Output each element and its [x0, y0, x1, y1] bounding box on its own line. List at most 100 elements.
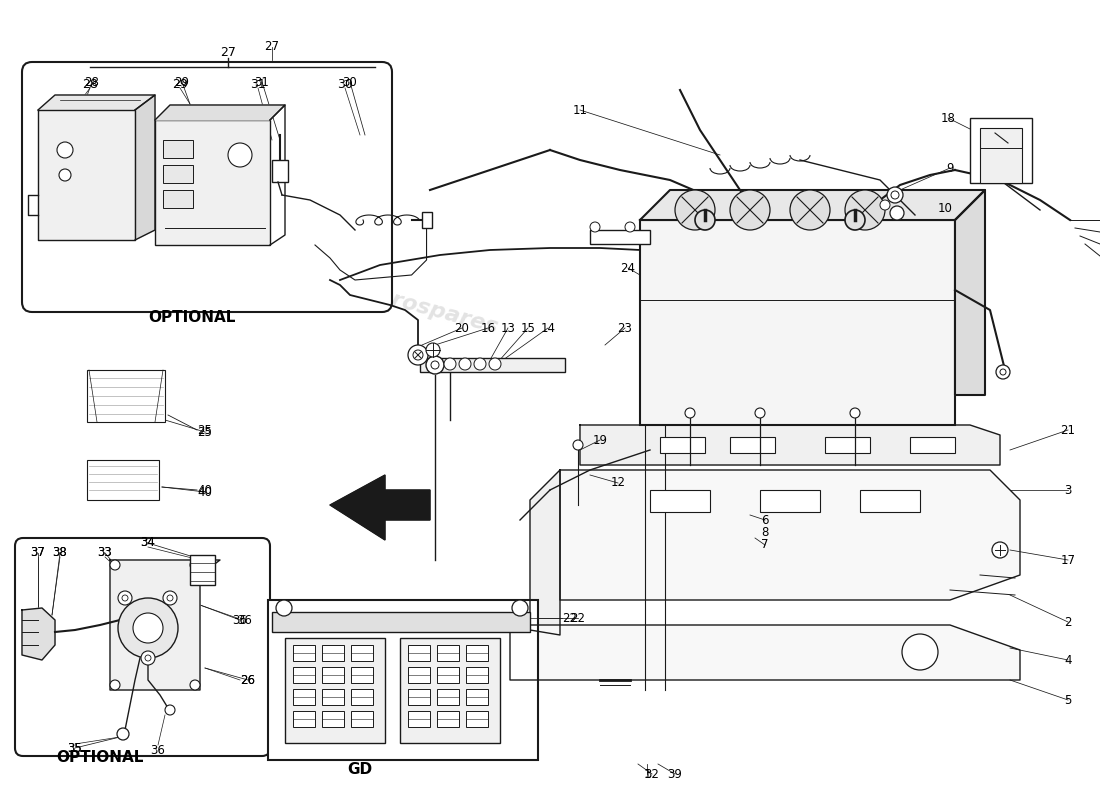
Polygon shape [955, 190, 984, 395]
Circle shape [490, 358, 500, 370]
FancyBboxPatch shape [22, 62, 392, 312]
Bar [190, 555, 214, 585]
Text: eurospares: eurospares [629, 532, 771, 588]
Text: 39: 39 [668, 767, 682, 781]
Circle shape [790, 190, 830, 230]
Bar [980, 128, 1022, 183]
Circle shape [228, 143, 252, 167]
Circle shape [887, 187, 903, 203]
Text: 4: 4 [1065, 654, 1071, 666]
Text: 35: 35 [67, 742, 82, 754]
Bar [590, 230, 650, 244]
Polygon shape [155, 105, 285, 120]
Text: 28: 28 [85, 75, 99, 89]
Text: 31: 31 [254, 75, 270, 89]
Bar [163, 140, 192, 158]
Circle shape [512, 600, 528, 616]
Bar [408, 711, 430, 727]
Bar [272, 612, 530, 632]
Text: 6: 6 [761, 514, 769, 526]
Polygon shape [22, 608, 55, 660]
Bar [760, 490, 820, 512]
Text: 31: 31 [250, 78, 266, 91]
Bar [466, 667, 488, 683]
Bar [322, 711, 344, 727]
Circle shape [685, 408, 695, 418]
Bar [351, 711, 373, 727]
Circle shape [412, 350, 424, 360]
Text: 22: 22 [571, 611, 585, 625]
Text: 36: 36 [238, 614, 252, 626]
Polygon shape [110, 560, 220, 690]
Circle shape [755, 408, 764, 418]
Circle shape [845, 210, 865, 230]
Bar [408, 689, 430, 705]
Bar [87, 370, 165, 422]
Text: 23: 23 [617, 322, 632, 334]
Text: 5: 5 [1065, 694, 1071, 706]
Bar [322, 667, 344, 683]
Circle shape [122, 595, 128, 601]
Circle shape [408, 345, 428, 365]
Text: 20: 20 [454, 322, 470, 334]
Circle shape [590, 222, 600, 232]
Text: 11: 11 [572, 103, 587, 117]
Bar [408, 667, 430, 683]
Circle shape [145, 655, 151, 661]
Polygon shape [560, 470, 1020, 600]
Circle shape [426, 356, 444, 374]
Circle shape [110, 560, 120, 570]
Circle shape [730, 190, 770, 230]
Text: 27: 27 [264, 41, 279, 54]
Text: GD: GD [348, 762, 373, 778]
Circle shape [845, 190, 886, 230]
Bar [351, 689, 373, 705]
Text: 27: 27 [220, 46, 235, 58]
Text: 33: 33 [98, 546, 112, 559]
Text: eurospares: eurospares [360, 282, 500, 338]
Text: 36: 36 [232, 614, 248, 626]
Text: 9: 9 [946, 162, 954, 174]
Bar [293, 711, 315, 727]
Bar [322, 645, 344, 661]
Bar [970, 118, 1032, 183]
Circle shape [117, 728, 129, 740]
Polygon shape [330, 475, 430, 540]
Text: 3: 3 [1065, 483, 1071, 497]
Bar [437, 667, 459, 683]
Text: 10: 10 [937, 202, 953, 214]
Circle shape [891, 191, 899, 199]
Circle shape [992, 542, 1008, 558]
Circle shape [163, 591, 177, 605]
Circle shape [276, 600, 292, 616]
Circle shape [167, 595, 173, 601]
Bar [466, 711, 488, 727]
Circle shape [165, 705, 175, 715]
Circle shape [133, 613, 163, 643]
Bar [437, 645, 459, 661]
Circle shape [57, 142, 73, 158]
Text: 26: 26 [241, 674, 255, 686]
Text: 26: 26 [241, 674, 255, 686]
Text: 8: 8 [761, 526, 769, 538]
Text: 22: 22 [562, 611, 578, 625]
Bar [466, 689, 488, 705]
Text: 25: 25 [198, 423, 212, 437]
Text: 35: 35 [67, 742, 82, 754]
Circle shape [474, 358, 486, 370]
Bar [910, 437, 955, 453]
Bar [351, 667, 373, 683]
Circle shape [110, 680, 120, 690]
Circle shape [459, 358, 471, 370]
Bar [272, 160, 288, 182]
Bar [351, 645, 373, 661]
Bar [420, 358, 565, 372]
Text: 29: 29 [175, 75, 189, 89]
Bar [421, 212, 431, 228]
Bar [437, 711, 459, 727]
Polygon shape [135, 95, 155, 240]
Text: 25: 25 [198, 426, 212, 438]
Text: 19: 19 [593, 434, 607, 446]
Circle shape [118, 598, 178, 658]
Polygon shape [510, 625, 1020, 680]
